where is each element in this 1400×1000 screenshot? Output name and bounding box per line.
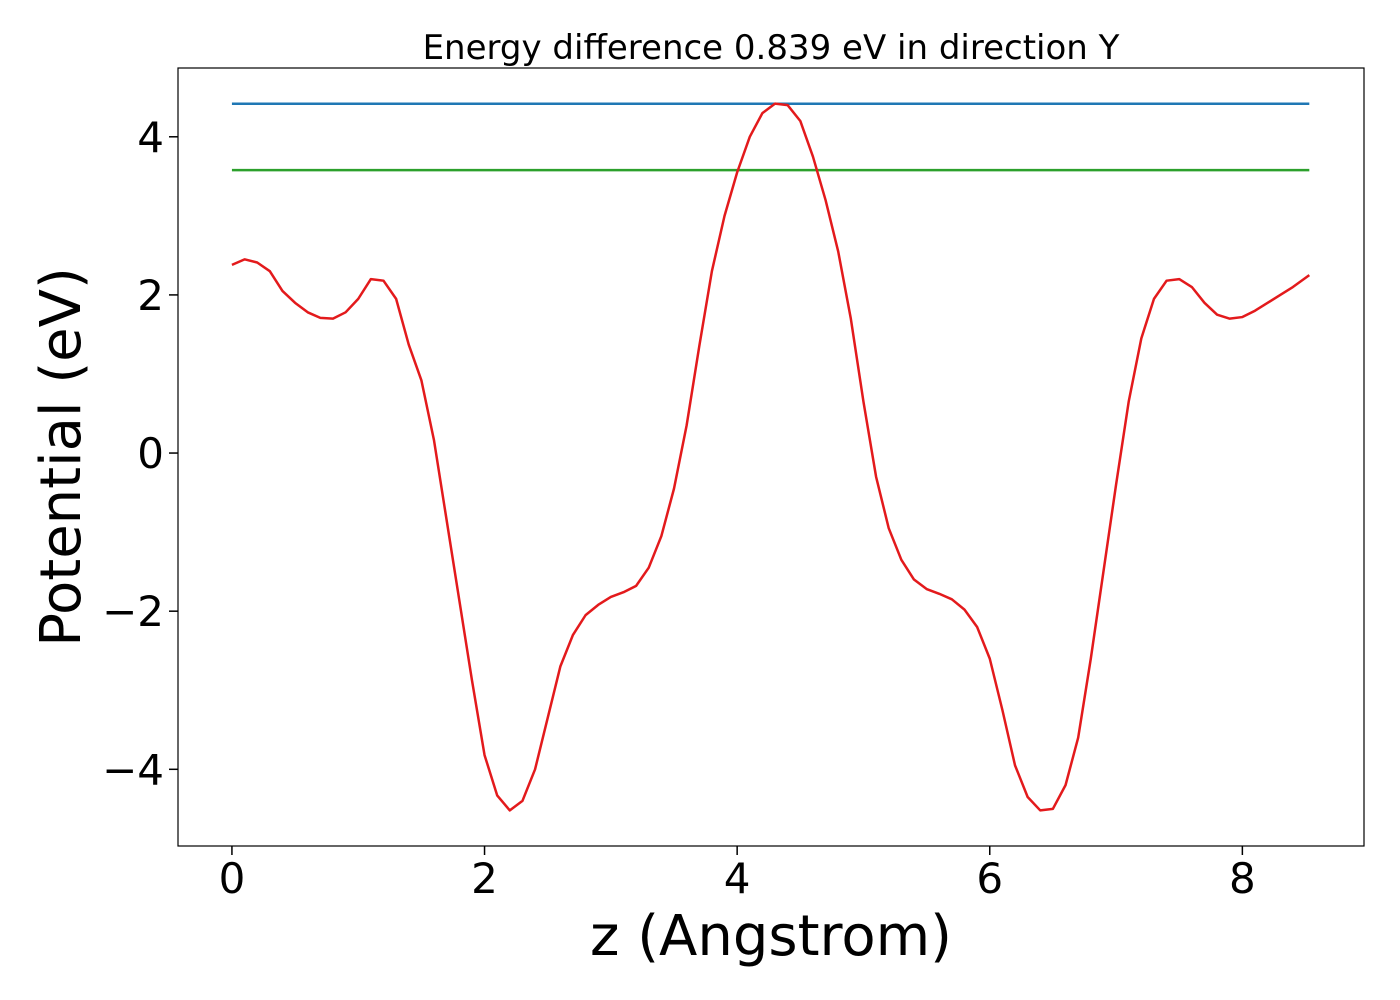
- y-tick-label: −2: [102, 587, 164, 636]
- x-tick-label: 6: [976, 854, 1003, 903]
- x-tick-label: 2: [471, 854, 498, 903]
- y-tick-label: 0: [137, 429, 164, 478]
- y-tick-label: 4: [137, 113, 164, 162]
- series-line: [231, 102, 1311, 812]
- chart-title: Energy difference 0.839 eV in direction …: [423, 28, 1120, 68]
- y-tick-label: −4: [102, 745, 164, 794]
- x-tick-label: 0: [219, 854, 246, 903]
- x-tick-label: 4: [724, 854, 751, 903]
- y-tick-label: 2: [137, 271, 164, 320]
- y-axis-label: Potential (eV): [29, 267, 94, 647]
- x-axis-label: z (Angstrom): [590, 904, 952, 969]
- plot-frame: [177, 67, 1365, 847]
- x-tick-label: 8: [1229, 854, 1256, 903]
